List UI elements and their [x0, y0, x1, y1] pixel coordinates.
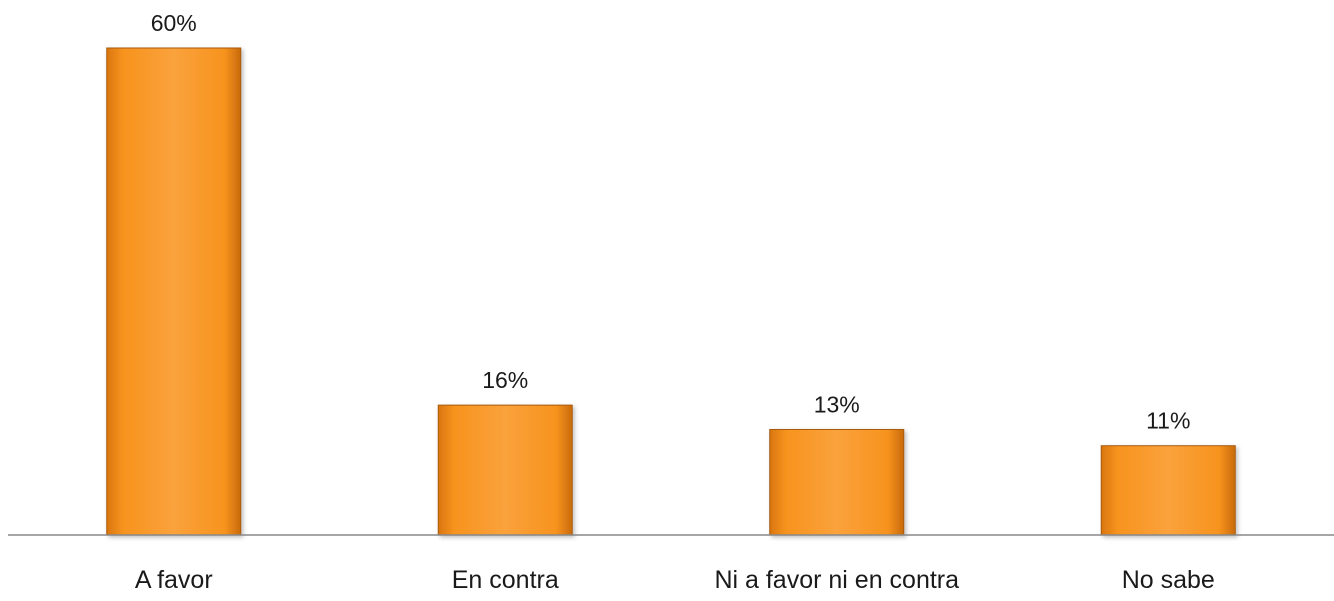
value-label-3: 11% [1146, 408, 1190, 434]
category-labels-layer: A favor En contra Ni a favor ni en contra N… [135, 566, 1215, 594]
bar-1 [437, 404, 573, 536]
value-labels-layer: 60% 16% 13% 11% [151, 10, 1191, 434]
value-label-0: 60% [151, 10, 197, 36]
category-label-2: Ni a favor ni en contra [714, 566, 959, 594]
bars-layer [106, 47, 1236, 536]
bar-2 [769, 428, 905, 536]
value-label-1: 16% [482, 367, 528, 393]
bar-3 [1100, 445, 1236, 536]
category-label-1: En contra [452, 566, 559, 594]
category-label-3: No sabe [1122, 566, 1215, 594]
category-label-0: A favor [135, 566, 213, 594]
value-label-2: 13% [814, 391, 860, 417]
bar-0 [106, 47, 242, 536]
